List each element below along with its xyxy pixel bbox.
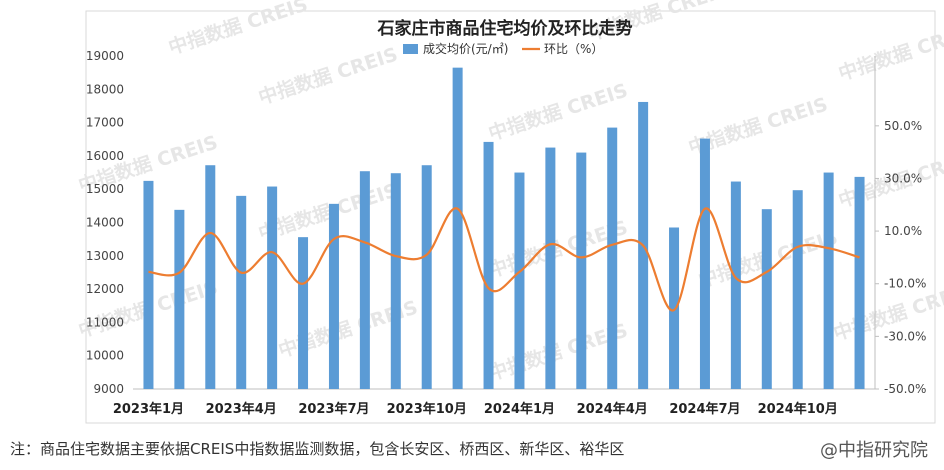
left-axis-tick-label: 10000 bbox=[86, 349, 124, 363]
x-axis-tick-label: 2023年7月 bbox=[298, 401, 369, 417]
bar bbox=[452, 67, 463, 389]
bar bbox=[421, 165, 432, 389]
left-axis-tick-label: 17000 bbox=[86, 116, 124, 130]
bar bbox=[514, 172, 525, 389]
legend-label-line: 环比（%） bbox=[544, 42, 603, 56]
bar bbox=[761, 209, 772, 389]
bar bbox=[730, 181, 741, 389]
x-axis-tick-label: 2024年10月 bbox=[758, 401, 838, 417]
bar bbox=[669, 227, 680, 389]
right-axis-tick-label: -10.0% bbox=[884, 277, 926, 291]
legend: 成交均价(元/㎡) 环比（%） bbox=[403, 41, 603, 56]
right-axis-tick-label: 30.0% bbox=[884, 171, 922, 185]
x-axis-tick-label: 2023年1月 bbox=[113, 401, 184, 417]
footer-note: 注：商品住宅数据主要依据CREIS中指数据监测数据，包含长安区、桥西区、新华区、… bbox=[10, 440, 625, 458]
line-series bbox=[148, 207, 860, 312]
x-axis-tick-label: 2023年10月 bbox=[387, 401, 467, 417]
left-axis-tick-label: 14000 bbox=[86, 216, 124, 230]
chart-panel: 中指数据 CREIS 中指数据 CREIS 中指数据 CREIS 中指数据 CREIS… bbox=[76, 0, 944, 424]
bar bbox=[854, 176, 865, 389]
right-axis-tick-label: -30.0% bbox=[884, 329, 926, 343]
bar bbox=[483, 141, 494, 389]
bar bbox=[576, 152, 587, 389]
left-axis-tick-label: 19000 bbox=[86, 49, 124, 63]
bar bbox=[390, 173, 401, 389]
x-axis: 2023年1月 2023年4月 2023年7月 2023年10月 2024年1月 2024… bbox=[113, 401, 838, 417]
bar bbox=[792, 190, 803, 389]
bar bbox=[298, 237, 309, 389]
bar bbox=[143, 180, 154, 389]
bar bbox=[359, 171, 370, 389]
bar bbox=[174, 209, 185, 389]
bar bbox=[823, 172, 834, 389]
bar bbox=[205, 165, 216, 389]
left-axis-tick-label: 13000 bbox=[86, 249, 124, 263]
x-axis-tick-label: 2024年1月 bbox=[484, 401, 555, 417]
bar bbox=[236, 195, 247, 389]
left-axis: 9000 10000 11000 12000 13000 14000 15000 16000 1… bbox=[86, 49, 124, 396]
footer: 注：商品住宅数据主要依据CREIS中指数据监测数据，包含长安区、桥西区、新华区、… bbox=[10, 436, 934, 462]
x-axis-tick-label: 2024年4月 bbox=[577, 401, 648, 417]
left-axis-tick-label: 16000 bbox=[86, 149, 124, 163]
bar bbox=[328, 203, 339, 389]
left-axis-tick-label: 11000 bbox=[86, 315, 124, 329]
right-axis-tick-label: 10.0% bbox=[884, 224, 922, 238]
combo-chart: 中指数据 CREIS中指数据 CREIS中指数据 CREIS中指数据 CREIS… bbox=[76, 0, 944, 424]
chart-title: 石家庄市商品住宅均价及环比走势 bbox=[377, 18, 633, 39]
bar bbox=[267, 186, 278, 389]
bar bbox=[545, 147, 556, 389]
right-axis-tick-label: 50.0% bbox=[884, 119, 922, 133]
left-axis-tick-label: 9000 bbox=[93, 382, 124, 396]
bar bbox=[607, 127, 618, 389]
bar bbox=[699, 138, 710, 389]
left-axis-tick-label: 15000 bbox=[86, 182, 124, 196]
x-axis-tick-label: 2024年7月 bbox=[669, 401, 740, 417]
left-axis-tick-label: 12000 bbox=[86, 282, 124, 296]
brand-logo-text: @中指研究院 bbox=[820, 440, 928, 461]
x-axis-tick-label: 2023年4月 bbox=[206, 401, 277, 417]
legend-label-bars: 成交均价(元/㎡) bbox=[423, 41, 508, 56]
right-axis: -50.0% -30.0% -10.0% 10.0% 30.0% 50.0% bbox=[874, 56, 926, 396]
left-axis-tick-label: 18000 bbox=[86, 82, 124, 96]
right-axis-tick-label: -50.0% bbox=[884, 382, 926, 396]
legend-swatch-bars bbox=[403, 44, 418, 54]
